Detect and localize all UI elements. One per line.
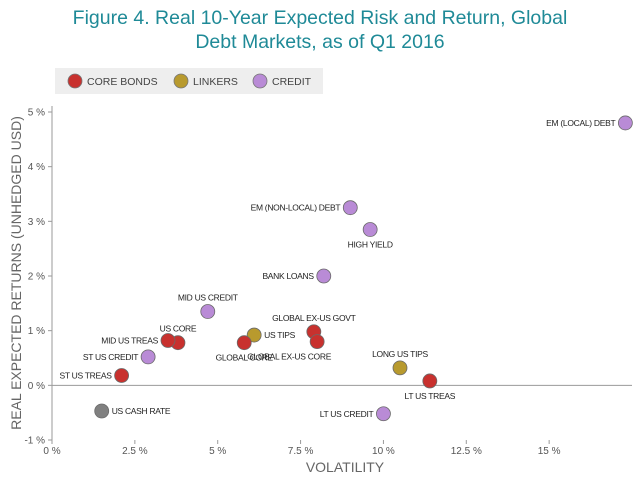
data-point-label: LT US TREAS — [405, 391, 456, 401]
data-point — [246, 327, 262, 343]
data-point-label: ST US CREDIT — [83, 352, 138, 362]
data-point — [94, 403, 110, 419]
data-point — [422, 373, 438, 389]
data-point-label: EM (LOCAL) DEBT — [546, 118, 615, 128]
legend-label: CORE BONDS — [87, 76, 158, 88]
data-point — [392, 360, 408, 376]
data-point-label: MID US TREAS — [101, 336, 158, 346]
data-point-label: US TIPS — [264, 330, 295, 340]
y-tick-label: -1 % — [24, 436, 45, 447]
data-point-label: GLOBAL CORE — [216, 353, 274, 363]
data-point — [200, 304, 216, 319]
chart-title: Figure 4. Real 10-Year Expected Risk and… — [0, 6, 640, 54]
data-point-label: MID US CREDIT — [178, 293, 238, 303]
data-point-label: GLOBAL EX-US CORE — [247, 352, 331, 362]
legend-label: CREDIT — [272, 76, 312, 88]
x-tick-label: 15 % — [538, 446, 561, 457]
y-tick-label: 1 % — [28, 326, 45, 337]
legend-swatch-core-bonds — [67, 73, 83, 89]
data-point-label: EM (NON-LOCAL) DEBT — [251, 203, 341, 213]
y-tick-label: 2 % — [28, 272, 45, 283]
data-point — [236, 335, 252, 351]
data-point — [342, 200, 358, 216]
chart-title-line-2: Debt Markets, as of Q1 2016 — [195, 31, 445, 53]
data-point-label: BANK LOANS — [262, 271, 314, 281]
chart-points: EM (LOCAL) DEBT EM (NON-LOCAL) DEBT HIGH Y… — [59, 115, 633, 422]
data-point-label: US CASH RATE — [112, 406, 171, 416]
data-point-label: ST US TREAS — [59, 370, 112, 380]
x-tick-label: 2.5 % — [122, 446, 148, 457]
x-tick-label: 10 % — [372, 446, 395, 457]
legend-swatch-linkers — [173, 73, 189, 89]
data-point-label: LT US CREDIT — [320, 409, 374, 419]
y-tick-label: 0 % — [28, 381, 45, 392]
legend-label: LINKERS — [193, 76, 238, 88]
y-axis-label: REAL EXPECTED RETURNS (UNHEDGED USD) — [8, 116, 24, 430]
x-axis-label: VOLATILITY — [306, 459, 385, 475]
data-point — [160, 333, 176, 348]
data-point — [376, 406, 391, 422]
y-tick-label: 4 % — [28, 162, 45, 173]
chart-title-line-1: Figure 4. Real 10-Year Expected Risk and… — [72, 7, 568, 29]
x-tick-label: 0 % — [43, 446, 60, 457]
data-point — [114, 368, 129, 383]
data-point — [617, 115, 633, 131]
legend-box — [55, 68, 323, 94]
y-tick-label: 5 % — [28, 108, 45, 119]
x-tick-label: 12.5 % — [451, 446, 482, 457]
data-point — [140, 349, 156, 365]
x-tick-label: 7.5 % — [288, 446, 314, 457]
data-point — [316, 268, 332, 284]
x-tick-label: 5 % — [209, 446, 226, 457]
legend-swatch-credit — [252, 73, 268, 89]
data-point — [309, 334, 325, 350]
chart-legend: CORE BONDS LINKERS CREDIT — [55, 68, 323, 94]
chart-axes: -1 %0 %1 %2 %3 %4 %5 %0 % 2.5 % 5 % 7.5 % 10… — [24, 106, 632, 457]
data-point — [362, 222, 378, 237]
data-point-label: US CORE — [160, 324, 197, 334]
y-tick-label: 3 % — [28, 217, 45, 228]
data-point-label: LONG US TIPS — [372, 349, 428, 359]
data-point-label: GLOBAL EX-US GOVT — [272, 313, 355, 323]
data-point-label: HIGH YIELD — [348, 240, 393, 250]
